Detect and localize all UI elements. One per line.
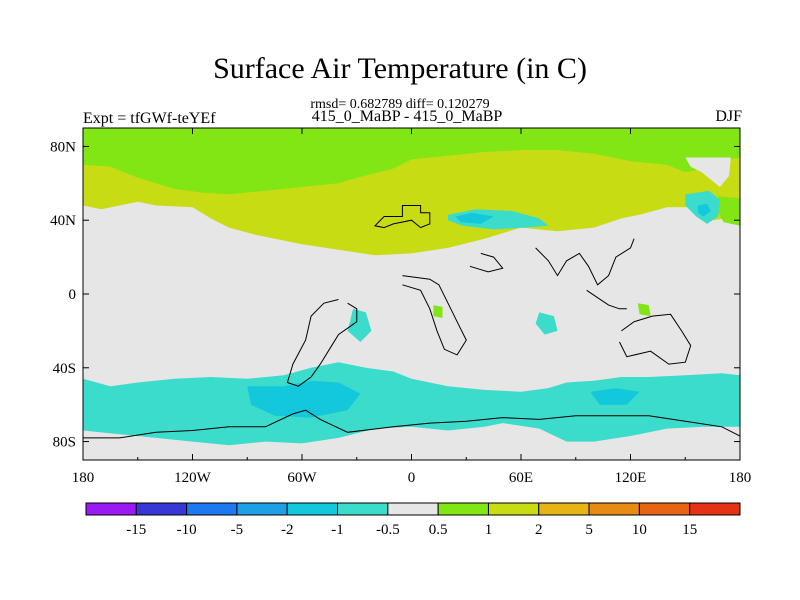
colorbar-swatch	[387, 502, 439, 516]
axis-ticks: 180 120W 60W 0 60E 120E 180 80N 40N 0 40S 80S	[50, 128, 751, 486]
region-cold-core-east-pacific-inner	[698, 203, 711, 217]
colorbar-swatch	[487, 502, 540, 516]
north-america-coast	[373, 205, 431, 229]
region-southern-ocean-band	[83, 362, 740, 446]
colorbar-label: -1	[331, 522, 344, 538]
region-indian-ocean-patch	[535, 312, 558, 335]
x-tick-label: 120E	[615, 470, 647, 486]
colorbar-swatch	[638, 502, 691, 516]
colorbar-swatch	[337, 502, 389, 516]
colorbar-swatch	[286, 502, 339, 516]
colorbar-label: -5	[231, 522, 244, 538]
y-tick-label: 80N	[50, 139, 76, 155]
colorbar: -15 -10 -5 -2 -1 -0.5 0.5 1 2 5 10 15	[85, 502, 741, 538]
colorbar-label: -2	[281, 522, 294, 538]
colorbar-swatch	[588, 502, 640, 516]
colorbar-swatch	[689, 502, 741, 516]
maritime-continent-coast	[586, 289, 627, 310]
chart-title: Surface Air Temperature (in C)	[213, 52, 587, 85]
y-tick-label: 40S	[53, 361, 76, 377]
australia-coast	[619, 313, 692, 365]
colorbar-label: 1	[485, 522, 493, 538]
africa-coast	[402, 275, 467, 356]
comparison-line: 415_0_MaBP - 415_0_MaBP	[311, 108, 503, 125]
stats-line: rmsd= 0.682789 diff= 0.120279	[310, 97, 490, 112]
colorbar-swatch	[85, 502, 137, 516]
region-southern-ocean-cold-core	[247, 380, 361, 418]
colorbar-label: 15	[682, 522, 697, 538]
x-tick-label: 180	[729, 470, 752, 486]
region-northern-band-yellow	[83, 128, 740, 195]
region-africa-warm-spot	[433, 305, 443, 318]
y-tick-label: 40N	[50, 213, 76, 229]
x-tick-label: 180	[72, 470, 95, 486]
y-tick-label: 80S	[53, 435, 76, 451]
south-america-coast	[286, 299, 358, 387]
region-gap-inside-band	[685, 157, 731, 187]
colorbar-label: 0.5	[429, 522, 448, 538]
x-tick-label: 0	[408, 470, 416, 486]
x-tick-label: 60W	[287, 470, 317, 486]
region-yellow-east-edge	[718, 196, 740, 226]
antarctica-coast	[83, 409, 740, 439]
colorbar-label: 2	[535, 522, 543, 538]
region-pacific-warm-spot	[637, 303, 651, 317]
experiment-label: Expt = tfGWf-teYEf	[83, 110, 216, 127]
arabia-coast	[469, 252, 504, 273]
season-label: DJF	[715, 108, 742, 125]
field-regions	[83, 128, 740, 446]
colorbar-swatch	[538, 502, 590, 516]
x-tick-label: 120W	[174, 470, 212, 486]
colorbar-swatch	[186, 502, 238, 516]
y-tick-label: 0	[69, 287, 77, 303]
colorbar-label: -10	[177, 522, 197, 538]
region-southern-ocean-cold-core-east	[590, 388, 640, 405]
colorbar-label: -15	[126, 522, 146, 538]
coastlines	[83, 205, 740, 439]
colorbar-swatch	[135, 502, 188, 516]
colorbar-label: 5	[585, 522, 593, 538]
region-cold-core-north-atlantic-inner	[455, 212, 494, 224]
region-south-atlantic-patch	[347, 308, 372, 342]
south-asia-coast	[535, 238, 635, 286]
colorbar-label: 10	[632, 522, 647, 538]
colorbar-label: -0.5	[376, 522, 400, 538]
colorbar-swatch	[437, 502, 489, 516]
x-tick-label: 60E	[509, 470, 533, 486]
colorbar-swatch	[236, 502, 288, 516]
